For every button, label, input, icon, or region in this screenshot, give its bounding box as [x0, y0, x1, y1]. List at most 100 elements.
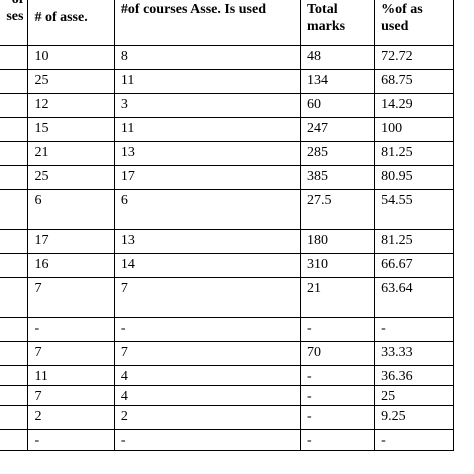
cell-col0	[0, 365, 29, 386]
cell-total-marks: 21	[299, 277, 376, 318]
table-row: 25 17 385 80.95	[0, 165, 454, 190]
cell-percent-used: -	[374, 317, 454, 342]
table-row: 7 7 70 33.33	[0, 341, 454, 366]
cell-total-marks: 48	[299, 45, 376, 70]
cell-total-marks: -	[299, 385, 376, 406]
cell-col0	[0, 429, 29, 451]
cell-courses-used: 2	[113, 405, 302, 430]
cell-percent-used: 36.36	[374, 365, 454, 386]
cell-col0	[0, 317, 29, 342]
cell-num-assessments: 6	[27, 189, 115, 230]
cell-percent-used: 68.75	[374, 69, 454, 94]
cell-courses-used: 4	[113, 365, 302, 386]
table-row: 15 11 247 100	[0, 117, 454, 142]
cell-col0	[0, 229, 29, 254]
cell-num-assessments: 16	[27, 253, 115, 278]
header-row: of ses # of asse. #of courses Asse. Is u…	[0, 0, 454, 46]
cell-col0	[0, 69, 29, 94]
cell-courses-used: 7	[113, 341, 302, 366]
cell-num-assessments: 7	[27, 341, 115, 366]
cell-total-marks: 27.5	[299, 189, 376, 230]
cell-courses-used: 11	[113, 117, 302, 142]
cell-percent-used: 66.67	[374, 253, 454, 278]
cell-courses-used: 17	[113, 165, 302, 190]
cell-courses-used: 4	[113, 385, 302, 406]
cell-col0	[0, 405, 29, 430]
cell-col0	[0, 189, 29, 230]
table-row: ----	[0, 317, 454, 342]
header-cell-num-assessments: # of asse.	[27, 0, 115, 46]
cell-courses-used: 13	[113, 141, 302, 166]
cell-col0	[0, 141, 29, 166]
table-row: 16 14 310 66.67	[0, 253, 454, 278]
table-row: 12 3 60 14.29	[0, 93, 454, 118]
cell-col0	[0, 341, 29, 366]
cell-num-assessments: 7	[27, 277, 115, 318]
table-row: 7 7 21 63.64	[0, 277, 454, 318]
cell-courses-used: 3	[113, 93, 302, 118]
cell-col0	[0, 93, 29, 118]
table-row: 2 2-9.25	[0, 405, 454, 430]
cell-num-assessments: 7	[27, 385, 115, 406]
cell-percent-used: 9.25	[374, 405, 454, 430]
cell-courses-used: 8	[113, 45, 302, 70]
cell-num-assessments: 25	[27, 69, 115, 94]
cell-total-marks: 385	[299, 165, 376, 190]
table-row: 10 8 48 72.72	[0, 45, 454, 70]
cell-col0	[0, 253, 29, 278]
cell-total-marks: 285	[299, 141, 376, 166]
cell-percent-used: 72.72	[374, 45, 454, 70]
cell-total-marks: 134	[299, 69, 376, 94]
cell-col0	[0, 385, 29, 406]
table-row: 7 4-25	[0, 385, 454, 406]
cell-total-marks: -	[299, 405, 376, 430]
cell-total-marks: -	[299, 365, 376, 386]
assessment-table: of ses # of asse. #of courses Asse. Is u…	[0, 0, 454, 451]
cell-col0	[0, 277, 29, 318]
cell-courses-used: 6	[113, 189, 302, 230]
cell-courses-used: 11	[113, 69, 302, 94]
cell-percent-used: 54.55	[374, 189, 454, 230]
cell-col0	[0, 45, 29, 70]
cell-total-marks: 60	[299, 93, 376, 118]
cell-percent-used: -	[374, 429, 454, 451]
cell-total-marks: -	[299, 429, 376, 451]
cell-total-marks: 70	[299, 341, 376, 366]
cell-num-assessments: 21	[27, 141, 115, 166]
cell-percent-used: 25	[374, 385, 454, 406]
header-cell-percent-used: %of as used	[374, 0, 454, 46]
cell-col0	[0, 165, 29, 190]
cell-courses-used: 14	[113, 253, 302, 278]
cell-percent-used: 33.33	[374, 341, 454, 366]
cell-courses-used: 7	[113, 277, 302, 318]
table-row: 11 4-36.36	[0, 365, 454, 386]
cell-percent-used: 14.29	[374, 93, 454, 118]
cell-percent-used: 81.25	[374, 229, 454, 254]
cell-total-marks: 180	[299, 229, 376, 254]
cell-percent-used: 80.95	[374, 165, 454, 190]
cell-total-marks: 247	[299, 117, 376, 142]
cell-num-assessments: -	[27, 429, 115, 451]
cell-num-assessments: 10	[27, 45, 115, 70]
cell-num-assessments: 12	[27, 93, 115, 118]
cell-num-assessments: 25	[27, 165, 115, 190]
cell-num-assessments: 15	[27, 117, 115, 142]
table-row: 25 11 134 68.75	[0, 69, 454, 94]
header-cell-total-marks: Total marks	[299, 0, 376, 46]
table-row: 21 13 285 81.25	[0, 141, 454, 166]
cell-courses-used: -	[113, 317, 302, 342]
header-cell-courses-used: #of courses Asse. Is used	[113, 0, 302, 46]
cell-courses-used: -	[113, 429, 302, 451]
header-cell-col0: of ses	[0, 0, 29, 46]
table-row: 6 6 27.5 54.55	[0, 189, 454, 230]
cell-num-assessments: -	[27, 317, 115, 342]
cell-courses-used: 13	[113, 229, 302, 254]
cell-percent-used: 63.64	[374, 277, 454, 318]
cell-col0	[0, 117, 29, 142]
cell-num-assessments: 11	[27, 365, 115, 386]
cell-total-marks: -	[299, 317, 376, 342]
cell-percent-used: 100	[374, 117, 454, 142]
cell-total-marks: 310	[299, 253, 376, 278]
cell-num-assessments: 2	[27, 405, 115, 430]
